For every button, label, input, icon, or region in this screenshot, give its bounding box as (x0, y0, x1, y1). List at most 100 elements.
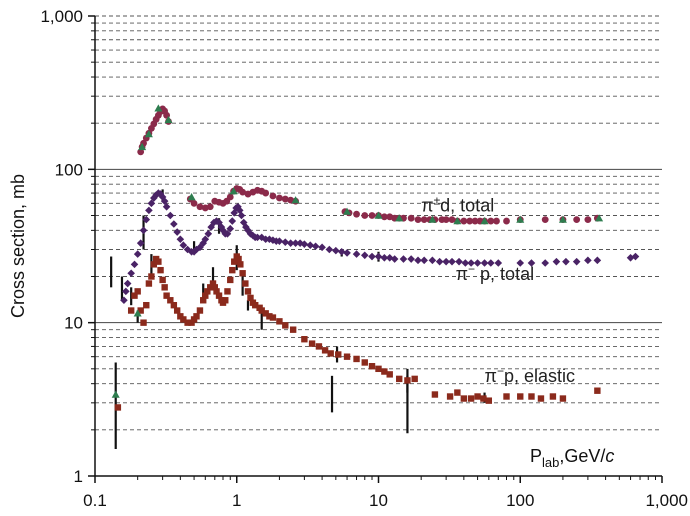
pip-total-point (368, 252, 376, 261)
pip-elastic-point (474, 393, 481, 400)
pip-elastic-point (396, 375, 403, 383)
pip-total-point (487, 259, 495, 267)
pip-elastic-point (446, 393, 454, 400)
x-tick-label: 100 (506, 491, 534, 510)
pip-elastic-point (184, 319, 191, 326)
label-pid-total-sup: ± (434, 194, 441, 208)
pip-elastic-point (247, 294, 254, 302)
x-tick-label: 1 (232, 491, 241, 510)
pip-elastic-point (375, 365, 382, 373)
pip-total-point (127, 269, 135, 278)
pip-total-point (380, 253, 389, 262)
pip-elastic-point (202, 292, 209, 299)
pip-total-point (584, 256, 592, 265)
pip-elastic-point (145, 280, 153, 287)
pip-elastic-point (258, 307, 265, 314)
pid-total-point (460, 217, 468, 225)
triangle-point (144, 129, 153, 138)
pip-total-point (120, 296, 128, 305)
pip-elastic-point (368, 363, 376, 370)
pip-elastic-point (361, 359, 368, 366)
x-axis-title-units: ,GeV/ (559, 446, 605, 466)
pip-total-point (296, 239, 304, 247)
pip-elastic-point (134, 288, 141, 295)
pip-elastic-point (289, 326, 297, 333)
pip-total-point (541, 259, 550, 267)
label-pip-elastic-sup: − (497, 364, 504, 378)
pip-total-point (390, 255, 399, 263)
pip-total-point (442, 257, 450, 266)
pip-total-point (190, 247, 198, 256)
triangle-point (138, 142, 147, 151)
label-pip-total-main: π (456, 264, 468, 284)
y-tick-label: 10 (64, 314, 83, 333)
pip-total-point (516, 259, 525, 267)
pip-total-point (480, 259, 489, 267)
pip-elastic-point (411, 375, 418, 383)
pid-total-point (196, 203, 204, 211)
pip-elastic-point (180, 316, 187, 323)
pip-elastic-point (244, 288, 252, 295)
pip-total-point (212, 217, 221, 225)
pip-total-point (286, 239, 295, 247)
label-pip-total-rest: p, total (475, 264, 534, 284)
label-pip-total-sup: − (468, 262, 475, 276)
y-tick-label: 100 (55, 160, 83, 179)
pip-total-point (420, 256, 428, 265)
pip-elastic-point (239, 270, 246, 277)
pid-total-point (262, 189, 270, 197)
pid-total-point (407, 214, 415, 222)
pip-total-point (246, 229, 255, 238)
pip-elastic-point (157, 266, 164, 274)
triangle-point (154, 104, 163, 112)
pip-total-point (374, 252, 383, 261)
pip-elastic-point (211, 284, 218, 291)
pip-elastic-point (460, 395, 468, 402)
pip-total-point (552, 257, 561, 266)
pip-elastic-point (242, 280, 249, 287)
pip-total-point (249, 231, 257, 240)
pip-elastic-point (301, 336, 308, 343)
x-tick-label: 10 (369, 491, 388, 510)
pip-elastic-point (143, 301, 150, 309)
pip-total-point (253, 233, 262, 242)
pip-elastic-point (173, 307, 181, 314)
pip-elastic-point (127, 307, 135, 314)
pip-total-point (166, 211, 175, 220)
pid-total-point (541, 216, 549, 224)
pip-total-point (133, 250, 142, 258)
pip-total-point (257, 233, 266, 242)
pip-elastic-point (485, 397, 493, 404)
triangle-point (595, 214, 604, 222)
pip-elastic-point (193, 313, 200, 320)
pip-total-point (123, 279, 132, 288)
pip-elastic-point (200, 297, 207, 304)
pip-total-point (176, 235, 185, 244)
pid-total-point (281, 195, 289, 203)
pip-total-point (130, 260, 139, 269)
x-tick-label: 0.1 (83, 491, 107, 510)
pip-elastic-point (528, 393, 535, 400)
pip-total-point (448, 257, 456, 266)
pip-total-point (631, 252, 640, 261)
pid-total-point (368, 212, 376, 219)
pip-total-point (162, 202, 171, 211)
pip-total-point (150, 194, 158, 202)
pip-total-point (352, 250, 361, 258)
pip-total-point (325, 245, 334, 254)
pip-total-point (562, 257, 570, 266)
pid-total-point (276, 194, 283, 202)
y-tick-label: 1 (74, 467, 83, 486)
pip-total-point (311, 242, 320, 251)
pip-total-point (385, 253, 394, 262)
pip-elastic-point (222, 297, 229, 304)
pid-total-point (190, 199, 198, 207)
pip-total-point (414, 256, 422, 265)
label-pid-total: π±d, total (421, 194, 494, 216)
pip-total-point (461, 259, 470, 267)
pip-elastic-point (209, 280, 217, 287)
pip-total-point (170, 220, 178, 228)
triangle-point (428, 215, 437, 223)
pip-total-point (399, 255, 408, 263)
